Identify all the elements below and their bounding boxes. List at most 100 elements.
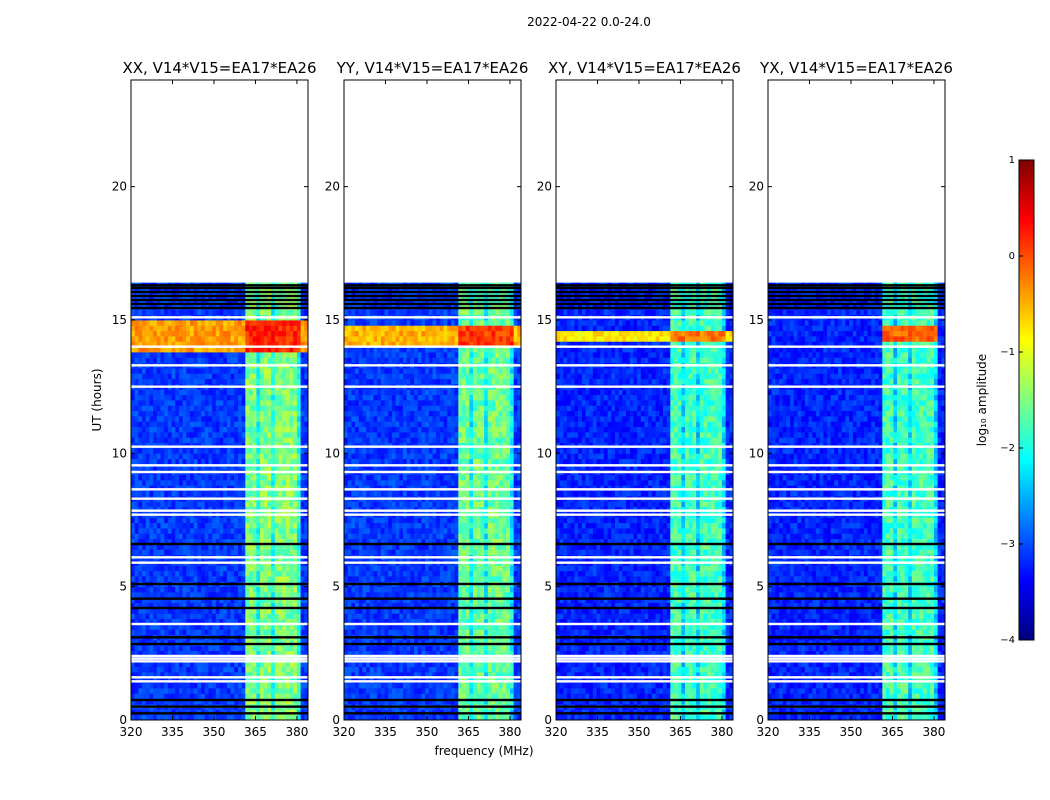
heatmap-cell bbox=[212, 629, 217, 636]
heatmap-cell bbox=[260, 576, 265, 582]
heatmap-cell bbox=[249, 373, 254, 380]
heatmap-cell bbox=[417, 672, 422, 678]
heatmap-cell bbox=[230, 602, 235, 609]
heatmap-cell bbox=[175, 357, 180, 364]
heatmap-cell bbox=[160, 693, 165, 700]
heatmap-cell bbox=[193, 517, 198, 524]
heatmap-cell bbox=[230, 688, 235, 694]
heatmap-cell bbox=[506, 629, 511, 636]
heatmap-cell bbox=[145, 410, 150, 417]
heatmap-cell bbox=[197, 688, 202, 694]
heatmap-cell bbox=[267, 592, 272, 598]
heatmap-cell bbox=[495, 613, 500, 620]
heatmap-cell bbox=[271, 480, 276, 486]
heatmap-cell bbox=[171, 458, 176, 465]
heatmap-cell bbox=[212, 544, 217, 550]
heatmap-cell bbox=[377, 666, 382, 673]
heatmap-cell bbox=[249, 629, 254, 636]
heatmap-cell bbox=[134, 629, 139, 636]
heatmap-cell bbox=[153, 597, 158, 604]
heatmap-cell bbox=[289, 325, 294, 332]
heatmap-cell bbox=[358, 693, 363, 700]
heatmap-cell bbox=[282, 346, 287, 353]
heatmap-cell bbox=[223, 672, 228, 678]
heatmap-cell bbox=[131, 618, 136, 625]
heatmap-cell bbox=[502, 672, 507, 678]
heatmap-cell bbox=[145, 528, 150, 534]
heatmap-cell bbox=[274, 672, 279, 678]
heatmap-cell bbox=[134, 608, 139, 614]
heatmap-cell bbox=[208, 618, 213, 625]
heatmap-cell bbox=[131, 464, 136, 470]
heatmap-cell bbox=[138, 320, 143, 326]
heatmap-cell bbox=[293, 586, 298, 593]
heatmap-cell bbox=[215, 432, 220, 438]
heatmap-cell bbox=[289, 650, 294, 657]
heatmap-cell bbox=[278, 714, 283, 721]
heatmap-cell bbox=[249, 474, 254, 481]
heatmap-cell bbox=[241, 346, 246, 353]
heatmap-cell bbox=[256, 528, 261, 534]
heatmap-cell bbox=[506, 613, 511, 620]
heatmap-cell bbox=[406, 672, 411, 678]
heatmap-cell bbox=[178, 538, 184, 545]
heatmap-cell bbox=[267, 437, 272, 444]
heatmap-cell bbox=[362, 650, 367, 657]
heatmap-cell bbox=[201, 693, 206, 700]
heatmap-cell bbox=[226, 570, 231, 577]
heatmap-cell bbox=[249, 650, 254, 657]
heatmap-cell bbox=[282, 490, 287, 497]
heatmap-cell bbox=[142, 352, 147, 358]
heatmap-cell bbox=[171, 522, 176, 529]
heatmap-cell bbox=[256, 437, 261, 444]
heatmap-cell bbox=[182, 394, 187, 401]
heatmap-cell bbox=[237, 437, 243, 444]
heatmap-cell bbox=[167, 346, 172, 353]
heatmap-cell bbox=[410, 661, 415, 668]
heatmap-cell bbox=[197, 410, 202, 417]
heatmap-cell bbox=[439, 688, 444, 694]
heatmap-cell bbox=[201, 400, 206, 406]
heatmap-cell bbox=[208, 613, 213, 620]
heatmap-cell bbox=[142, 517, 147, 524]
heatmap-cell bbox=[362, 618, 367, 625]
heatmap-cell bbox=[267, 474, 272, 481]
heatmap-cell bbox=[421, 661, 426, 668]
heatmap-cell bbox=[156, 426, 161, 433]
heatmap-cell bbox=[204, 437, 209, 444]
heatmap-cell bbox=[153, 389, 158, 396]
heatmap-cell bbox=[167, 368, 172, 374]
heatmap-cell bbox=[241, 474, 246, 481]
heatmap-cell bbox=[377, 672, 382, 678]
heatmap-cell bbox=[274, 570, 279, 577]
heatmap-cell bbox=[138, 426, 143, 433]
heatmap-cell bbox=[208, 464, 213, 470]
heatmap-cell bbox=[256, 688, 261, 694]
heatmap-cell bbox=[245, 432, 250, 438]
heatmap-cell bbox=[384, 693, 389, 700]
heatmap-cell bbox=[260, 618, 265, 625]
heatmap-cell bbox=[230, 693, 235, 700]
heatmap-cell bbox=[160, 688, 165, 694]
heatmap-cell bbox=[142, 570, 147, 577]
heatmap-cell bbox=[263, 682, 268, 689]
heatmap-cell bbox=[171, 544, 176, 550]
heatmap-cell bbox=[186, 464, 191, 470]
heatmap-cell bbox=[164, 602, 169, 609]
heatmap-cell bbox=[252, 549, 257, 556]
heatmap-cell bbox=[153, 378, 158, 385]
heatmap-cell bbox=[197, 693, 202, 700]
heatmap-cell bbox=[373, 613, 378, 620]
heatmap-cell bbox=[138, 693, 143, 700]
heatmap-cell bbox=[182, 533, 187, 540]
heatmap-cell bbox=[293, 693, 298, 700]
heatmap-cell bbox=[267, 672, 272, 678]
heatmap-cell bbox=[271, 405, 276, 412]
heatmap-cell bbox=[436, 661, 441, 668]
heatmap-cell bbox=[190, 608, 195, 614]
heatmap-cell bbox=[186, 592, 191, 598]
heatmap-cell bbox=[256, 565, 261, 572]
heatmap-cell bbox=[223, 464, 228, 470]
heatmap-cell bbox=[149, 597, 154, 604]
heatmap-cell bbox=[300, 501, 305, 508]
